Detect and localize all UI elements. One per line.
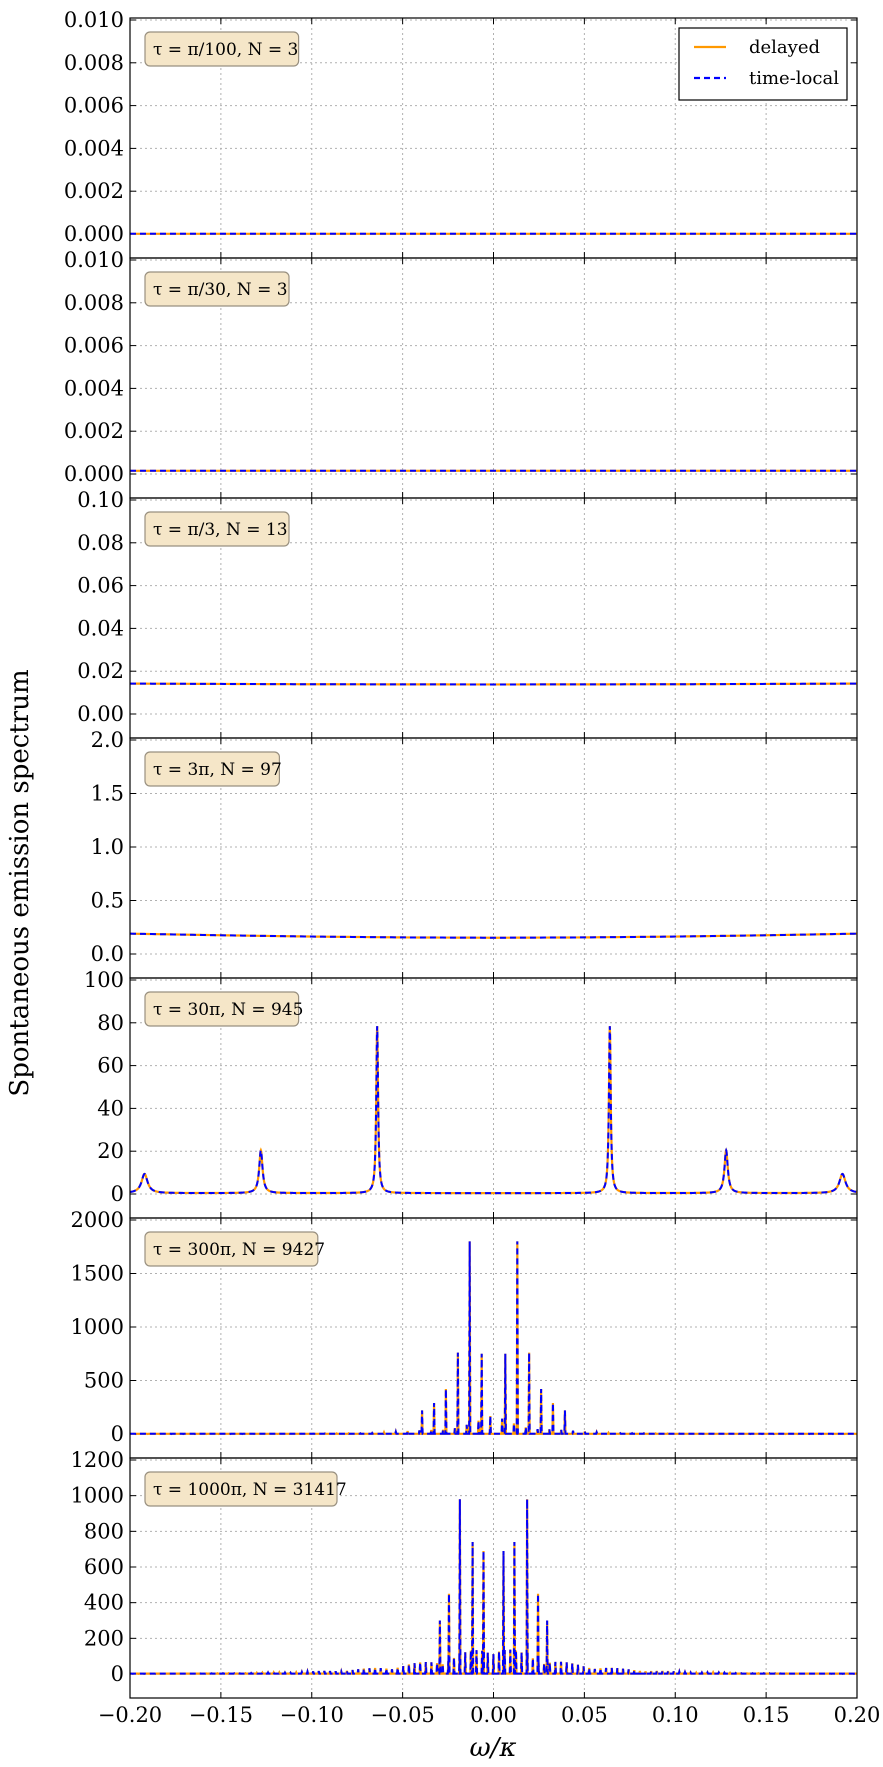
y-tick-label: 500 [84, 1369, 124, 1393]
series-time-local-line [130, 1499, 857, 1675]
panel-label-text: τ = 1000π, N = 31417 [153, 1480, 347, 1500]
y-tick-label: 2000 [71, 1208, 124, 1232]
panel-label: τ = π/30, N = 3 [144, 271, 290, 307]
panel-label-text: τ = π/100, N = 3 [153, 40, 298, 60]
panel-5: 0 20 40 60 80 100 τ = 30π, N = 945 [84, 968, 858, 1219]
y-tick-label: 0.006 [64, 94, 124, 118]
y-tick-label: 2.0 [91, 728, 124, 752]
panel-label: τ = 1000π, N = 31417 [144, 1471, 347, 1507]
y-tick-label: 0.008 [64, 51, 124, 75]
y-tick-label: 0.0 [91, 942, 124, 966]
y-tick-label: 100 [84, 968, 124, 992]
panel-label-box [144, 751, 280, 787]
y-tick-label: 1200 [71, 1448, 124, 1472]
x-tick-label: −0.20 [98, 1703, 162, 1727]
x-tick-label: 0.15 [743, 1703, 790, 1727]
panel-frame [129, 1457, 858, 1699]
panel-label-box [144, 1471, 338, 1507]
y-tick-label: 0.002 [64, 179, 124, 203]
y-tick-label: 0.02 [77, 659, 124, 683]
y-tick-label: 40 [97, 1096, 124, 1120]
panel-label: τ = π/100, N = 3 [144, 31, 300, 67]
y-tick-label: 400 [84, 1591, 124, 1615]
panel-label-box [144, 271, 290, 307]
legend-box [678, 27, 848, 101]
x-tick-label: 0.10 [652, 1703, 699, 1727]
y-tick-label: 0.04 [77, 616, 124, 640]
series-group [130, 1241, 857, 1436]
series-delayed-line [130, 1499, 857, 1676]
panel-label: τ = 3π, N = 97 [144, 751, 282, 787]
y-tick-label: 0.002 [64, 419, 124, 443]
panel-label-box [144, 991, 300, 1027]
y-tick-label: 200 [84, 1626, 124, 1650]
series-time-local-line [130, 682, 857, 686]
y-tick-label: 1500 [71, 1262, 124, 1286]
y-tick-label: 0.06 [77, 574, 124, 598]
x-tick-label: 0.05 [561, 1703, 608, 1727]
y-tick-label: 80 [97, 1011, 124, 1035]
panel-2: 0.000 0.002 0.004 0.006 0.008 0.010 τ = π/30, … [64, 248, 858, 499]
y-tick-label: 1.5 [91, 782, 124, 806]
panel-label-box [144, 1231, 319, 1267]
y-tick-label: 0.004 [64, 376, 124, 400]
y-tick-label: 0.010 [64, 8, 124, 32]
x-tick-label: −0.10 [280, 1703, 344, 1727]
y-tick-label: 0.10 [77, 488, 124, 512]
series-time-local-line [130, 932, 857, 939]
y-tick-label: 800 [84, 1519, 124, 1543]
x-tick-label: 0.00 [470, 1703, 517, 1727]
y-tick-label: 60 [97, 1054, 124, 1078]
panel-label-text: τ = 30π, N = 945 [153, 1000, 303, 1020]
y-tick-label: 0 [111, 1662, 124, 1686]
y-tick-label: 0.010 [64, 248, 124, 272]
panel-label-text: τ = π/30, N = 3 [153, 280, 288, 300]
y-tick-label: 0.00 [77, 702, 124, 726]
y-tick-label: 20 [97, 1139, 124, 1163]
y-tick-label: 0.008 [64, 291, 124, 315]
legend-label-time-local: time-local [749, 68, 839, 89]
x-tick-label: −0.05 [370, 1703, 434, 1727]
y-tick-label: 600 [84, 1555, 124, 1579]
series-time-local-line [130, 1241, 857, 1436]
panel-label-text: τ = π/3, N = 13 [153, 520, 288, 540]
series-group [130, 932, 857, 939]
x-axis-label: ω/κ [469, 1733, 516, 1763]
panel-label-box [144, 511, 290, 547]
panel-label-text: τ = 300π, N = 9427 [153, 1240, 325, 1260]
y-tick-label: 1000 [71, 1315, 124, 1339]
y-tick-label: 0.5 [91, 889, 124, 913]
legend-label-delayed: delayed [749, 37, 820, 58]
series-time-local-line [130, 1026, 857, 1195]
y-tick-label: 0 [111, 1182, 124, 1206]
y-tick-label: 0.000 [64, 462, 124, 486]
legend: delayed time-local [678, 27, 848, 101]
series-group [130, 1499, 857, 1676]
panel-label: τ = 30π, N = 945 [144, 991, 303, 1027]
panel-7: 0 200 400 600 800 1000 1200 τ = 1000π, N = 3141… [71, 1448, 858, 1699]
y-tick-label: 1.0 [91, 835, 124, 859]
panel-label-box [144, 31, 300, 67]
y-tick-label: 0.000 [64, 222, 124, 246]
panel-label: τ = 300π, N = 9427 [144, 1231, 325, 1267]
panel-6: 0 500 1000 1500 2000 τ = 300π, N = 9427 [71, 1208, 858, 1459]
series-group [130, 682, 857, 686]
panel-label-text: τ = 3π, N = 97 [153, 760, 282, 780]
y-tick-label: 0.08 [77, 531, 124, 555]
y-tick-label: 1000 [71, 1484, 124, 1508]
series-delayed-line [130, 1241, 857, 1436]
y-axis-label: Spontaneous emission spectrum [5, 669, 35, 1096]
panel-label: τ = π/3, N = 13 [144, 511, 290, 547]
y-tick-label: 0.006 [64, 334, 124, 358]
panel-4: 0.0 0.5 1.0 1.5 2.0 τ = 3π, N = 97 [91, 728, 858, 979]
y-tick-label: 0 [111, 1422, 124, 1446]
y-tick-label: 0.004 [64, 136, 124, 160]
panel-3: 0.00 0.02 0.04 0.06 0.08 0.10 τ = π/3, N = 13 [77, 488, 858, 739]
x-tick-label: −0.15 [189, 1703, 253, 1727]
x-tick-label: 0.20 [834, 1703, 881, 1727]
series-group [130, 1026, 857, 1195]
